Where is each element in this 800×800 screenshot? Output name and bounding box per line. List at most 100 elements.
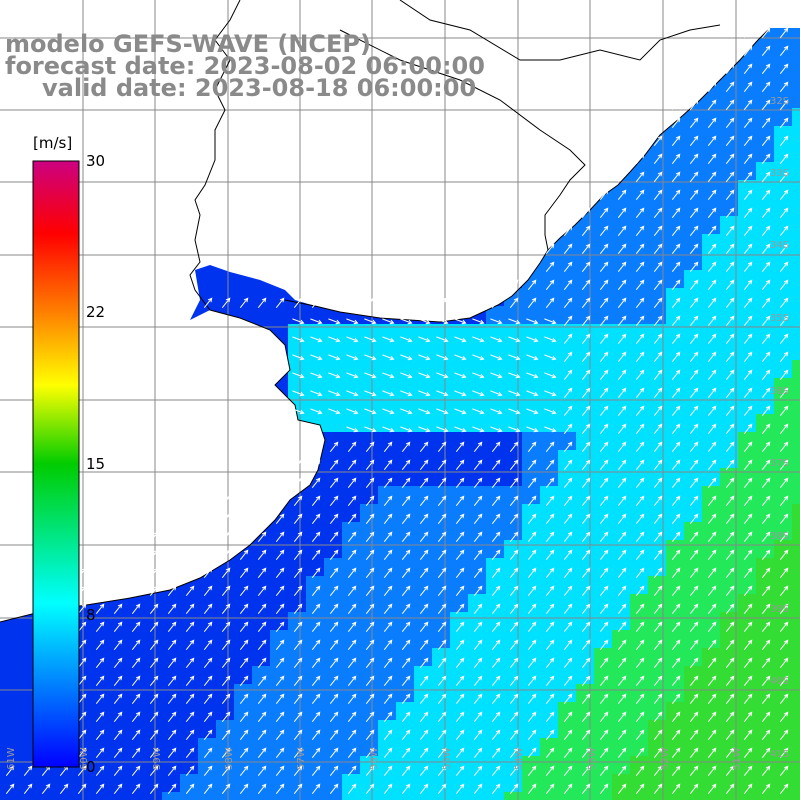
wind-arrow [689, 351, 699, 363]
wind-arrow [490, 354, 503, 361]
wind-cell [270, 666, 288, 684]
wind-cell [288, 630, 306, 648]
wind-cell [666, 630, 684, 648]
wind-cell [702, 180, 720, 198]
wind-arrow [707, 711, 717, 723]
wind-cell [126, 666, 144, 684]
wind-arrow [113, 783, 123, 795]
wind-arrow [311, 747, 321, 759]
wind-arrow [599, 495, 609, 507]
wind-arrow [59, 783, 69, 795]
wind-arrow [347, 693, 357, 705]
wind-arrow [149, 639, 159, 651]
wind-arrow [761, 531, 771, 543]
wind-arrow [203, 711, 213, 723]
wind-cell [90, 666, 108, 684]
wind-arrow [527, 513, 537, 525]
wind-cell [774, 432, 792, 450]
wind-cell [360, 612, 378, 630]
wind-arrow [473, 603, 483, 615]
wind-cell [720, 702, 738, 720]
wind-arrow [527, 603, 537, 615]
wind-arrow [95, 675, 105, 687]
wind-arrow [761, 243, 771, 255]
wind-cell [198, 630, 216, 648]
wind-cell [306, 792, 324, 800]
wind-arrow [131, 693, 141, 705]
wind-cell [792, 72, 800, 90]
wind-cell [432, 540, 450, 558]
wind-arrow [311, 585, 321, 597]
wind-cell [414, 522, 432, 540]
wind-cell [234, 702, 252, 720]
wind-cell [558, 666, 576, 684]
wind-cell [324, 702, 342, 720]
wind-cell [792, 558, 800, 576]
wind-cell [360, 576, 378, 594]
wind-cell [558, 450, 576, 468]
wind-arrow [725, 477, 735, 489]
wind-arrow [761, 459, 771, 471]
wind-arrow [527, 459, 537, 471]
wind-cell [234, 612, 252, 630]
wind-arrow [419, 747, 429, 759]
wind-cell [126, 738, 144, 756]
wind-arrow [455, 657, 465, 669]
longitude-label: 53W [587, 747, 598, 770]
wind-arrow [671, 189, 681, 201]
wind-arrow [131, 765, 141, 777]
wind-cell [378, 630, 396, 648]
wind-arrow [383, 585, 393, 597]
wind-cell [414, 432, 432, 450]
wind-arrow [473, 477, 483, 489]
wind-cell [468, 702, 486, 720]
wind-arrow [401, 747, 411, 759]
wind-cell [792, 504, 800, 522]
wind-arrow [635, 585, 645, 597]
wind-arrow [563, 459, 573, 471]
wind-arrow [563, 495, 573, 507]
wind-cell [18, 774, 36, 792]
wind-arrow [545, 621, 555, 633]
wind-arrow [203, 567, 213, 579]
wind-arrow [671, 135, 681, 147]
wind-cell [756, 216, 774, 234]
wind-arrow [779, 45, 789, 57]
wind-cell [360, 486, 378, 504]
wind-arrow [419, 441, 429, 453]
wind-arrow [5, 783, 15, 795]
wind-cell [252, 720, 270, 738]
wind-arrow [491, 567, 501, 579]
wind-cell [774, 126, 792, 144]
wind-arrow [527, 747, 537, 759]
wind-arrow [401, 783, 411, 795]
wind-arrow [779, 549, 789, 561]
wind-cell [360, 702, 378, 720]
color-bar-tick-0: 0 [86, 758, 96, 776]
wind-arrow [310, 336, 323, 343]
wind-arrow [761, 675, 771, 687]
wind-cell [432, 720, 450, 738]
wind-cell [702, 432, 720, 450]
wind-arrow [635, 171, 645, 183]
wind-arrow [23, 783, 33, 795]
wind-arrow [689, 711, 699, 723]
wind-arrow [617, 747, 627, 759]
wind-cell [126, 774, 144, 792]
wind-cell [576, 432, 594, 450]
wind-arrow [401, 585, 411, 597]
wind-cell [684, 306, 702, 324]
wind-arrow [653, 225, 663, 237]
wind-cell [324, 522, 342, 540]
wind-arrow [707, 495, 717, 507]
wind-cell [558, 522, 576, 540]
land-uruguay-brazil [0, 0, 800, 322]
wind-arrow [527, 729, 537, 741]
wind-cell [486, 738, 504, 756]
wind-cell [0, 630, 18, 648]
wind-arrow [473, 783, 483, 795]
wind-cell [432, 576, 450, 594]
wind-cell [756, 792, 774, 800]
wind-arrow [455, 441, 465, 453]
wind-arrow [581, 243, 591, 255]
